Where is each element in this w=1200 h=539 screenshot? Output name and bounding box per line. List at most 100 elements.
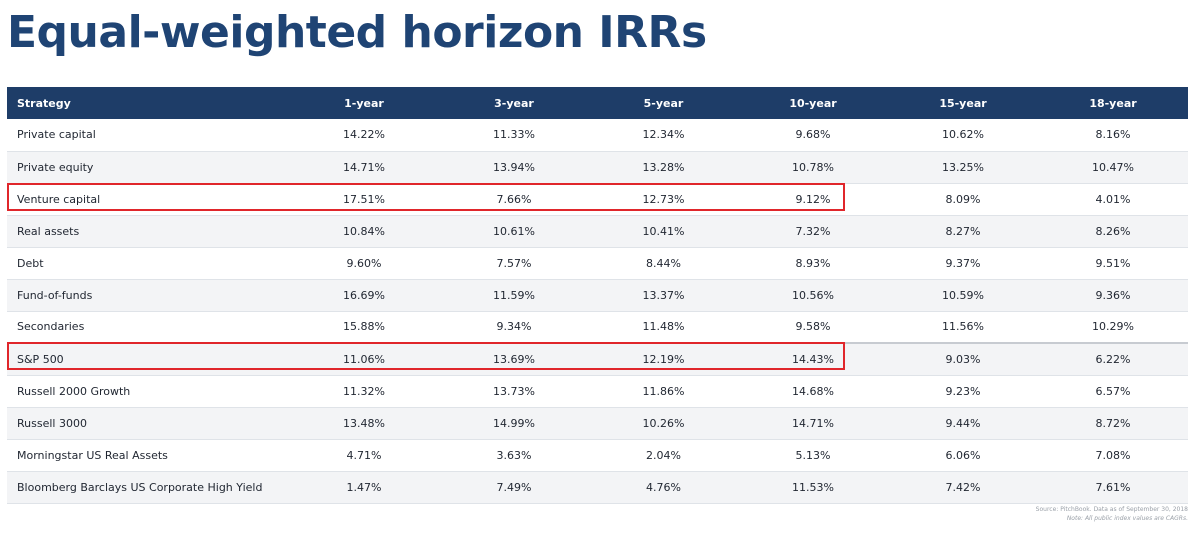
- irr-value-cell: 10.78%: [738, 151, 888, 184]
- table-row: Bloomberg Barclays US Corporate High Yie…: [7, 471, 1188, 504]
- page-title: Equal-weighted horizon IRRs: [7, 7, 707, 58]
- irr-value-cell: 7.32%: [738, 215, 888, 248]
- irr-value-cell: 10.61%: [439, 215, 589, 248]
- strategy-cell: Private equity: [7, 151, 289, 184]
- irr-value-cell: 7.61%: [1038, 471, 1188, 504]
- irr-value-cell: 10.26%: [589, 407, 738, 440]
- strategy-cell: Fund-of-funds: [7, 279, 289, 312]
- strategy-cell: Real assets: [7, 215, 289, 248]
- irr-value-cell: 10.84%: [289, 215, 439, 248]
- irr-value-cell: 2.04%: [589, 439, 738, 472]
- irr-value-cell: 7.08%: [1038, 439, 1188, 472]
- strategy-cell: Morningstar US Real Assets: [7, 439, 289, 472]
- irr-value-cell: 10.59%: [888, 279, 1038, 312]
- irr-value-cell: 10.47%: [1038, 151, 1188, 184]
- table-row: S&P 500 11.06% 13.69% 12.19% 14.43% 9.03% 6.22…: [7, 342, 1188, 376]
- irr-value-cell: 13.48%: [289, 407, 439, 440]
- header-18-year: 18-year: [1089, 96, 1137, 110]
- table-row: Real assets 10.84% 10.61% 10.41% 7.32% 8.27% 8…: [7, 215, 1188, 248]
- irr-value-cell: 9.34%: [439, 311, 589, 344]
- irr-value-cell: 9.60%: [289, 247, 439, 280]
- irr-value-cell: 11.33%: [439, 119, 589, 152]
- table-header-row: Strategy 1-year 3-year 5-year 10-year 15…: [7, 87, 1188, 119]
- header-15-year: 15-year: [939, 96, 987, 110]
- irr-value-cell: 7.57%: [439, 247, 589, 280]
- irr-value-cell: 7.49%: [439, 471, 589, 504]
- irr-value-cell: 14.43%: [738, 342, 888, 376]
- strategy-cell: Debt: [7, 247, 289, 280]
- irr-value-cell: 10.41%: [589, 215, 738, 248]
- irr-value-cell: 9.58%: [738, 311, 888, 344]
- irr-value-cell: 14.68%: [738, 375, 888, 408]
- irr-value-cell: 13.94%: [439, 151, 589, 184]
- irr-value-cell: 14.71%: [738, 407, 888, 440]
- irr-value-cell: 6.57%: [1038, 375, 1188, 408]
- table-row: Fund-of-funds 16.69% 11.59% 13.37% 10.56% 10.…: [7, 279, 1188, 312]
- irr-value-cell: 11.56%: [888, 311, 1038, 344]
- strategy-cell: Russell 2000 Growth: [7, 375, 289, 408]
- table-body: Private capital 14.22% 11.33% 12.34% 9.68% 10…: [7, 119, 1188, 504]
- header-3-year: 3-year: [494, 96, 534, 110]
- header-1-year: 1-year: [344, 96, 384, 110]
- strategy-cell: Venture capital: [7, 183, 289, 216]
- irr-value-cell: 9.44%: [888, 407, 1038, 440]
- strategy-cell: Russell 3000: [7, 407, 289, 440]
- header-strategy: Strategy: [17, 96, 71, 110]
- irr-value-cell: 11.86%: [589, 375, 738, 408]
- irr-value-cell: 11.32%: [289, 375, 439, 408]
- irr-value-cell: 12.73%: [589, 183, 738, 216]
- header-5-year: 5-year: [643, 96, 684, 110]
- irr-value-cell: 9.23%: [888, 375, 1038, 408]
- strategy-cell: Private capital: [7, 119, 289, 152]
- table-row: Russell 3000 13.48% 14.99% 10.26% 14.71% 9.44…: [7, 407, 1188, 440]
- irr-value-cell: 4.01%: [1038, 183, 1188, 216]
- irr-value-cell: 8.09%: [888, 183, 1038, 216]
- strategy-cell: Bloomberg Barclays US Corporate High Yie…: [7, 471, 289, 504]
- table-row: Secondaries 15.88% 9.34% 11.48% 9.58% 11.56% 1…: [7, 311, 1188, 344]
- irr-value-cell: 7.42%: [888, 471, 1038, 504]
- irr-value-cell: 8.44%: [589, 247, 738, 280]
- irr-value-cell: 17.51%: [289, 183, 439, 216]
- irr-value-cell: 4.76%: [589, 471, 738, 504]
- table-row: Private equity 14.71% 13.94% 13.28% 10.78% 13…: [7, 151, 1188, 184]
- irr-value-cell: 9.12%: [738, 183, 888, 216]
- irr-value-cell: 13.25%: [888, 151, 1038, 184]
- irr-value-cell: 15.88%: [289, 311, 439, 344]
- irr-value-cell: 7.66%: [439, 183, 589, 216]
- irr-value-cell: 9.36%: [1038, 279, 1188, 312]
- irr-value-cell: 12.34%: [589, 119, 738, 152]
- irr-value-cell: 6.22%: [1038, 342, 1188, 376]
- irr-value-cell: 14.22%: [289, 119, 439, 152]
- irr-value-cell: 11.06%: [289, 342, 439, 376]
- footnote-note: Note: All public index values are CAGRs.: [1066, 515, 1188, 522]
- irr-table: Strategy 1-year 3-year 5-year 10-year 15…: [7, 87, 1188, 504]
- irr-value-cell: 8.93%: [738, 247, 888, 280]
- irr-value-cell: 9.68%: [738, 119, 888, 152]
- irr-value-cell: 16.69%: [289, 279, 439, 312]
- table-row: Venture capital 17.51% 7.66% 12.73% 9.12% 8.0…: [7, 183, 1188, 216]
- table-row: Private capital 14.22% 11.33% 12.34% 9.68% 10…: [7, 119, 1188, 152]
- irr-value-cell: 9.37%: [888, 247, 1038, 280]
- irr-value-cell: 5.13%: [738, 439, 888, 472]
- irr-value-cell: 11.53%: [738, 471, 888, 504]
- irr-value-cell: 10.29%: [1038, 311, 1188, 344]
- header-10-year: 10-year: [789, 96, 837, 110]
- irr-value-cell: 1.47%: [289, 471, 439, 504]
- footnote-source: Source: PitchBook. Data as of September …: [1035, 506, 1188, 513]
- strategy-cell: S&P 500: [7, 342, 289, 376]
- irr-value-cell: 8.27%: [888, 215, 1038, 248]
- irr-value-cell: 11.59%: [439, 279, 589, 312]
- irr-value-cell: 11.48%: [589, 311, 738, 344]
- irr-value-cell: 10.56%: [738, 279, 888, 312]
- table-row: Debt 9.60% 7.57% 8.44% 8.93% 9.37% 9.51%: [7, 247, 1188, 280]
- irr-value-cell: 3.63%: [439, 439, 589, 472]
- irr-value-cell: 9.03%: [888, 342, 1038, 376]
- table-row: Russell 2000 Growth 11.32% 13.73% 11.86% 14.…: [7, 375, 1188, 408]
- irr-value-cell: 14.99%: [439, 407, 589, 440]
- irr-value-cell: 14.71%: [289, 151, 439, 184]
- irr-value-cell: 6.06%: [888, 439, 1038, 472]
- irr-value-cell: 4.71%: [289, 439, 439, 472]
- strategy-cell: Secondaries: [7, 311, 289, 344]
- irr-value-cell: 12.19%: [589, 342, 738, 376]
- irr-value-cell: 13.73%: [439, 375, 589, 408]
